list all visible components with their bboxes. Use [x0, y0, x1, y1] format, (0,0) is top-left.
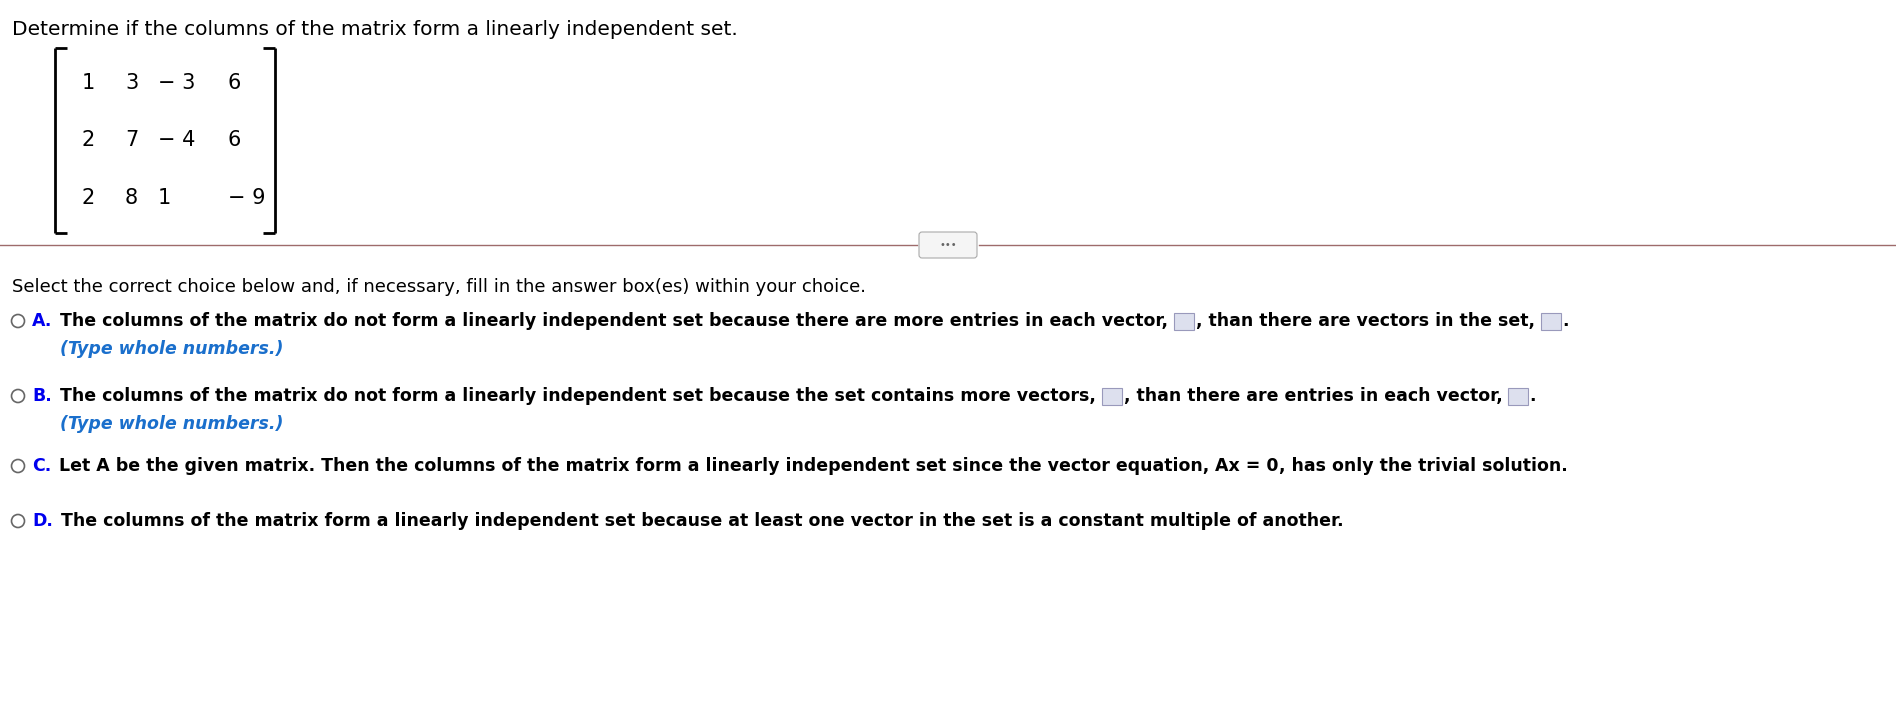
Text: Select the correct choice below and, if necessary, fill in the answer box(es) wi: Select the correct choice below and, if …	[11, 278, 866, 296]
Text: (Type whole numbers.): (Type whole numbers.)	[61, 415, 283, 433]
Text: , than there are vectors in the set,: , than there are vectors in the set,	[1196, 312, 1541, 330]
FancyBboxPatch shape	[1102, 387, 1122, 404]
Text: (Type whole numbers.): (Type whole numbers.)	[61, 340, 284, 358]
Text: 8: 8	[125, 188, 138, 208]
Text: The columns of the matrix do not form a linearly independent set because there a: The columns of the matrix do not form a …	[61, 312, 1174, 330]
Text: .: .	[1530, 387, 1536, 405]
Text: − 4: − 4	[157, 130, 195, 150]
Text: •••: •••	[939, 240, 957, 250]
Text: Ax = 0: Ax = 0	[1215, 457, 1280, 475]
Text: 2: 2	[82, 130, 95, 150]
Text: The columns of the matrix do not form a linearly independent set because the set: The columns of the matrix do not form a …	[61, 387, 1102, 405]
Text: The columns of the matrix form a linearly independent set because at least one v: The columns of the matrix form a linearl…	[61, 512, 1344, 530]
FancyBboxPatch shape	[1174, 312, 1194, 329]
Text: C.: C.	[32, 457, 51, 475]
Text: , has only the trivial solution.: , has only the trivial solution.	[1280, 457, 1568, 475]
Text: B.: B.	[32, 387, 51, 405]
FancyBboxPatch shape	[920, 232, 976, 258]
Text: 1: 1	[82, 73, 95, 93]
Text: A.: A.	[32, 312, 53, 330]
Text: Determine if the columns of the matrix form a linearly independent set.: Determine if the columns of the matrix f…	[11, 20, 738, 39]
Text: − 3: − 3	[157, 73, 195, 93]
Text: 6: 6	[228, 130, 241, 150]
Text: .: .	[1562, 312, 1568, 330]
FancyBboxPatch shape	[1509, 387, 1528, 404]
Text: D.: D.	[32, 512, 53, 530]
Text: 6: 6	[228, 73, 241, 93]
Text: 1: 1	[157, 188, 171, 208]
Text: 7: 7	[125, 130, 138, 150]
Text: Let A be the given matrix. Then the columns of the matrix form a linearly indepe: Let A be the given matrix. Then the colu…	[59, 457, 1215, 475]
Text: 3: 3	[125, 73, 138, 93]
Text: , than there are entries in each vector,: , than there are entries in each vector,	[1124, 387, 1509, 405]
Text: − 9: − 9	[228, 188, 265, 208]
FancyBboxPatch shape	[1541, 312, 1562, 329]
Text: 2: 2	[82, 188, 95, 208]
